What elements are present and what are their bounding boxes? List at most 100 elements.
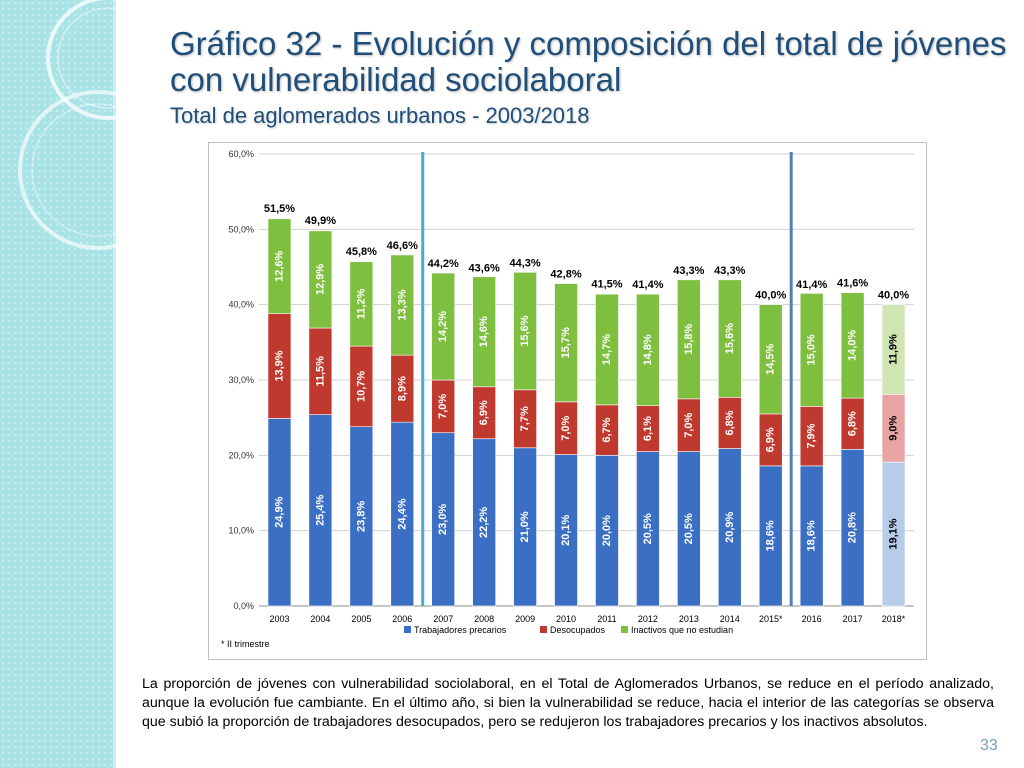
slide-subtitle: Total de aglomerados urbanos - 2003/2018 [170, 103, 590, 128]
y-tick-label: 60,0% [228, 149, 254, 159]
segment-value-label: 14,8% [642, 334, 654, 365]
bar-segment [267, 218, 292, 315]
x-tick-label: 2010 [556, 614, 576, 624]
bar-segment [472, 276, 496, 388]
segment-value-label: 24,4% [396, 498, 408, 529]
segment-value-label: 15,7% [560, 327, 572, 358]
segment-value-label: 19,1% [888, 518, 900, 549]
slide-caption: La proporción de jóvenes con vulnerabili… [142, 676, 994, 730]
segment-value-label: 18,6% [765, 520, 777, 551]
segment-value-label: 21,0% [519, 511, 531, 542]
total-value-label: 41,4% [796, 279, 827, 291]
page-number: 33 [980, 737, 998, 754]
segment-value-label: 7,7% [519, 406, 531, 431]
legend-swatch [540, 626, 547, 633]
bar-segment [554, 283, 578, 403]
bar-segment [308, 230, 333, 329]
total-value-label: 43,3% [673, 265, 704, 277]
segment-value-label: 6,9% [765, 427, 777, 452]
total-value-label: 43,3% [714, 265, 745, 277]
x-tick-label: 2006 [392, 614, 412, 624]
x-tick-label: 2003 [269, 614, 289, 624]
segment-value-label: 20,5% [683, 513, 695, 544]
x-tick-label: 2013 [679, 614, 699, 624]
segment-value-label: 25,4% [314, 495, 326, 526]
chart-frame: 0,0% 10,0% 20,0% 30,0% 40,0% 50,0% 60,0% 24,9% 1… [208, 142, 927, 660]
bar-segment [431, 272, 456, 381]
bar-segment [390, 254, 415, 356]
segment-value-label: 22,2% [478, 507, 490, 538]
segment-value-label: 6,8% [724, 410, 736, 435]
segment-value-label: 24,9% [273, 496, 285, 527]
segment-value-label: 20,5% [642, 513, 654, 544]
bar-segment [717, 279, 742, 398]
x-tick-label: 2014 [720, 614, 740, 624]
x-tick-label: 2009 [515, 614, 535, 624]
segment-value-label: 7,0% [683, 412, 695, 437]
decorative-side-band [0, 0, 113, 768]
segment-value-label: 23,0% [437, 504, 449, 535]
total-value-label: 43,6% [469, 263, 500, 275]
y-tick-label: 10,0% [228, 526, 254, 536]
bar-segment [349, 261, 374, 347]
x-tick-label: 2016 [802, 614, 822, 624]
segment-value-label: 15,0% [806, 334, 818, 365]
segment-value-label: 14,6% [478, 316, 490, 347]
total-value-label: 46,6% [387, 240, 418, 252]
bar-segment [758, 304, 783, 415]
total-value-label: 40,0% [878, 290, 909, 302]
legend-label: Trabajadores precarios [414, 625, 507, 635]
segment-value-label: 20,9% [724, 511, 736, 542]
x-tick-label: 2017 [843, 614, 863, 624]
x-tick-label: 2011 [597, 614, 616, 624]
segment-value-label: 14,2% [437, 311, 449, 342]
total-value-label: 41,4% [632, 279, 663, 291]
segment-value-label: 7,0% [560, 415, 572, 440]
bar-segment [799, 293, 824, 407]
segment-value-label: 15,6% [724, 323, 736, 354]
segment-value-label: 11,5% [314, 356, 326, 387]
segment-value-label: 14,7% [601, 334, 613, 365]
segment-value-label: 8,9% [396, 376, 408, 401]
side-band-edge [113, 0, 116, 768]
bar-segment [677, 279, 701, 400]
y-tick-label: 30,0% [228, 375, 254, 385]
legend-label: Inactivos que no estudian [631, 625, 733, 635]
chart-note: * II trimestre [221, 639, 270, 649]
x-tick-label: 2005 [351, 614, 371, 624]
y-tick-label: 0,0% [233, 601, 254, 611]
segment-value-label: 11,9% [888, 334, 900, 365]
segment-value-label: 14,0% [847, 330, 859, 361]
segment-value-label: 23,8% [355, 501, 367, 532]
legend-label: Desocupados [550, 625, 606, 635]
segment-value-label: 20,1% [560, 514, 572, 545]
segment-value-label: 14,5% [765, 343, 777, 374]
total-value-label: 45,8% [346, 246, 377, 258]
segment-value-label: 12,6% [273, 250, 285, 281]
segment-value-label: 7,0% [437, 394, 449, 419]
bar-segment [595, 293, 619, 406]
total-value-label: 49,9% [305, 215, 336, 227]
slide-title: Gráfico 32 - Evolución y composición del… [170, 25, 1007, 98]
bar-segment [513, 271, 537, 391]
y-tick-label: 20,0% [228, 450, 254, 460]
total-value-label: 44,3% [509, 257, 540, 269]
legend-swatch [621, 626, 628, 633]
x-tick-label: 2008 [474, 614, 494, 624]
stacked-bar-chart: 0,0% 10,0% 20,0% 30,0% 40,0% 50,0% 60,0% 24,9% 1… [221, 149, 914, 649]
total-value-label: 51,5% [264, 203, 295, 215]
total-value-label: 44,2% [428, 258, 459, 270]
x-tick-label: 2015* [759, 614, 783, 624]
total-value-label: 41,6% [837, 278, 868, 290]
segment-value-label: 20,8% [847, 512, 859, 543]
x-tick-label: 2018* [882, 614, 906, 624]
total-value-label: 42,8% [550, 269, 581, 281]
y-tick-label: 40,0% [228, 300, 254, 310]
segment-value-label: 9,0% [888, 415, 900, 440]
decorative-circles [18, 0, 160, 250]
x-tick-label: 2012 [638, 614, 658, 624]
x-tick-label: 2007 [433, 614, 453, 624]
legend-swatch [404, 626, 411, 633]
bar-segment [881, 304, 906, 395]
segment-value-label: 6,9% [478, 400, 490, 425]
